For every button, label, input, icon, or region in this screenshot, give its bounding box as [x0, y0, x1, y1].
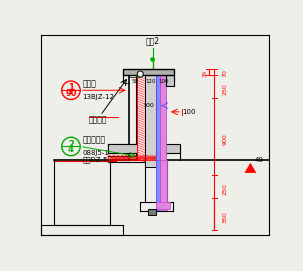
- Circle shape: [151, 57, 155, 62]
- Text: 1: 1: [68, 83, 74, 92]
- Text: 088J5-1: 088J5-1: [82, 150, 109, 156]
- Text: 栏杆2: 栏杆2: [146, 37, 160, 46]
- Text: 250: 250: [223, 183, 228, 195]
- Text: 90: 90: [65, 89, 77, 98]
- Text: 900: 900: [223, 134, 228, 146]
- Text: 120: 120: [146, 79, 156, 83]
- Text: 2: 2: [68, 140, 74, 149]
- Bar: [156, 202, 170, 209]
- Circle shape: [137, 71, 143, 77]
- Bar: [108, 144, 180, 153]
- Text: 100: 100: [183, 109, 196, 115]
- Bar: [123, 69, 174, 75]
- Text: 250: 250: [223, 83, 228, 95]
- Text: 铝板压顶: 铝板压顶: [89, 116, 107, 125]
- Text: 防水收头详: 防水收头详: [82, 135, 106, 144]
- Bar: [160, 71, 166, 170]
- Text: 4: 4: [68, 145, 74, 154]
- Bar: [166, 75, 174, 86]
- Text: 300: 300: [142, 103, 154, 108]
- Bar: [160, 160, 167, 210]
- Bar: [145, 75, 156, 167]
- Text: 平屋DZ-5: 平屋DZ-5: [82, 156, 108, 163]
- Text: 女儿墙: 女儿墙: [82, 79, 96, 88]
- Bar: [156, 71, 160, 202]
- Circle shape: [137, 74, 141, 78]
- Text: 50: 50: [132, 79, 139, 83]
- Text: 100: 100: [159, 79, 169, 83]
- Text: 70: 70: [223, 69, 228, 77]
- Bar: [156, 160, 160, 210]
- Bar: [148, 209, 156, 215]
- Text: 13BJZ-12: 13BJZ-12: [82, 94, 115, 100]
- Bar: [137, 75, 145, 160]
- Text: 40: 40: [254, 157, 263, 163]
- Polygon shape: [245, 163, 256, 173]
- Text: 39: 39: [202, 70, 207, 77]
- Text: 350: 350: [223, 211, 228, 223]
